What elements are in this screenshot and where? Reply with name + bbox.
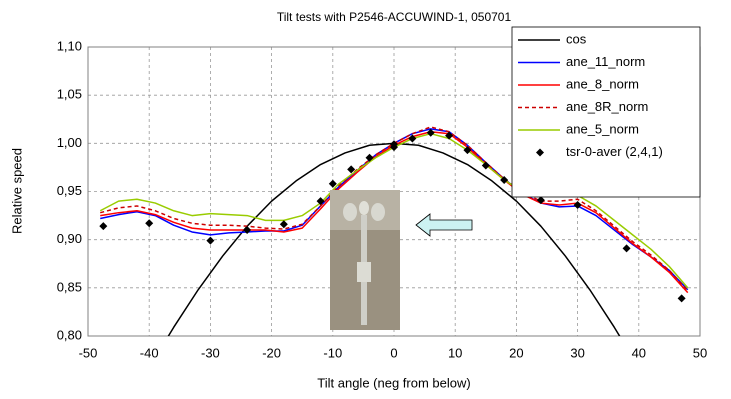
x-tick-label: 50 bbox=[693, 345, 707, 360]
y-tick-label: 0,95 bbox=[57, 183, 82, 198]
cup bbox=[359, 201, 369, 215]
data-point bbox=[328, 179, 337, 188]
legend-label: ane_11_norm bbox=[566, 54, 645, 69]
data-point bbox=[622, 244, 631, 253]
y-tick-label: 1,05 bbox=[57, 87, 82, 102]
data-point bbox=[279, 220, 288, 229]
legend-marker bbox=[536, 148, 544, 157]
x-tick-label: 30 bbox=[570, 345, 584, 360]
x-tick-label: -10 bbox=[323, 345, 342, 360]
legend-label: ane_5_norm bbox=[566, 121, 639, 136]
data-point bbox=[316, 197, 325, 206]
data-point bbox=[481, 161, 490, 170]
x-tick-label: 40 bbox=[632, 345, 646, 360]
data-point bbox=[365, 153, 374, 162]
x-axis-label: Tilt angle (neg from below) bbox=[317, 375, 470, 390]
data-point bbox=[573, 200, 582, 209]
y-tick-label: 1,00 bbox=[57, 135, 82, 150]
data-point bbox=[145, 219, 154, 228]
legend-label: tsr-0-aver (2,4,1) bbox=[566, 144, 663, 159]
cup bbox=[343, 203, 357, 221]
arrow bbox=[415, 213, 473, 237]
cup bbox=[371, 203, 385, 221]
data-point bbox=[390, 140, 398, 149]
x-tick-label: -30 bbox=[201, 345, 220, 360]
data-point bbox=[99, 222, 108, 231]
data-point bbox=[347, 165, 356, 174]
plot-area bbox=[99, 126, 689, 336]
data-point bbox=[445, 131, 454, 140]
y-axis-label: Relative speed bbox=[9, 148, 24, 234]
data-point bbox=[243, 226, 252, 235]
legend-label: cos bbox=[566, 31, 587, 46]
data-point bbox=[206, 236, 215, 245]
photo bbox=[330, 190, 400, 330]
x-tick-label: -40 bbox=[140, 345, 159, 360]
data-point bbox=[408, 134, 417, 143]
chart-title: Tilt tests with P2546-ACCUWIND-1, 050701 bbox=[277, 10, 512, 24]
data-point bbox=[536, 196, 545, 205]
x-tick-label: -50 bbox=[79, 345, 98, 360]
y-tick-label: 1,10 bbox=[57, 38, 82, 53]
x-tick-label: -20 bbox=[262, 345, 281, 360]
legend-label: ane_8R_norm bbox=[566, 99, 648, 114]
y-tick-label: 0,85 bbox=[57, 279, 82, 294]
mast-body bbox=[357, 262, 371, 282]
x-tick-label: 10 bbox=[448, 345, 462, 360]
data-point bbox=[500, 175, 509, 184]
legend: cos ane_11_norm ane_8_norm ane_8R_norm ane_5… bbox=[511, 26, 701, 198]
legend-box bbox=[511, 26, 701, 198]
data-point bbox=[463, 146, 472, 155]
data-point bbox=[677, 294, 686, 303]
legend-label: ane_8_norm bbox=[566, 76, 639, 91]
x-tick-label: 0 bbox=[390, 345, 397, 360]
data-point bbox=[426, 128, 435, 137]
y-tick-label: 0,90 bbox=[57, 231, 82, 246]
y-tick-label: 0,80 bbox=[57, 327, 82, 342]
x-tick-label: 20 bbox=[509, 345, 523, 360]
